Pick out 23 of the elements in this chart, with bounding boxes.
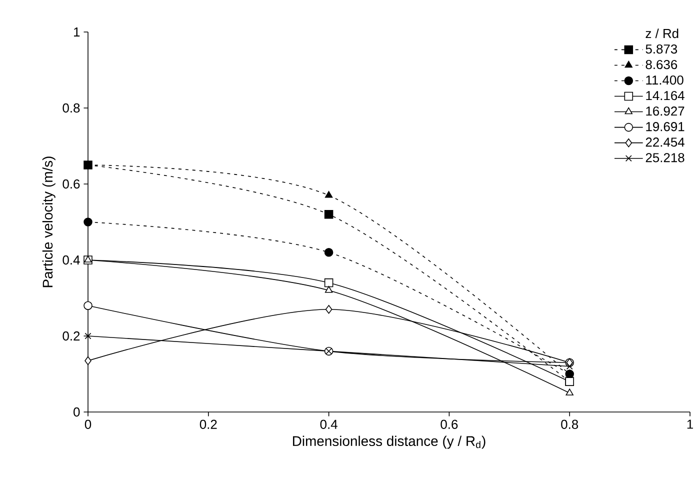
legend-label: 16.927: [646, 106, 684, 116]
x-tick-label: 1: [687, 420, 693, 429]
legend-label: 8.636: [646, 60, 678, 70]
y-tick-label: 0.8: [62, 103, 80, 113]
y-tick-label: 1: [74, 28, 80, 36]
legend-label: 25.218: [646, 153, 684, 162]
legend-title: z / Rd: [646, 28, 678, 38]
y-tick-label: 0: [74, 407, 80, 417]
y-tick-label: 0.4: [62, 255, 80, 265]
x-tick-label: 0.6: [440, 420, 458, 429]
x-tick-label: 0: [84, 420, 92, 429]
x-axis-title: Dimensionless distance (y / R$_{d}$): [293, 436, 486, 449]
legend-label: 14.164: [646, 90, 684, 100]
y-tick-label: 0.2: [62, 331, 80, 341]
legend-label: 19.691: [646, 122, 684, 132]
x-tick-label: 0.4: [320, 420, 338, 429]
legend-label: 22.454: [646, 138, 684, 147]
x-tick-label: 0.8: [561, 420, 578, 429]
y-axis-title: Particle velocity (m/s): [42, 156, 56, 288]
legend-label: 11.400: [646, 75, 684, 85]
legend-label: 5.873: [646, 44, 678, 54]
y-tick-label: 0.6: [62, 179, 80, 189]
x-tick-label: 0.2: [200, 420, 217, 429]
